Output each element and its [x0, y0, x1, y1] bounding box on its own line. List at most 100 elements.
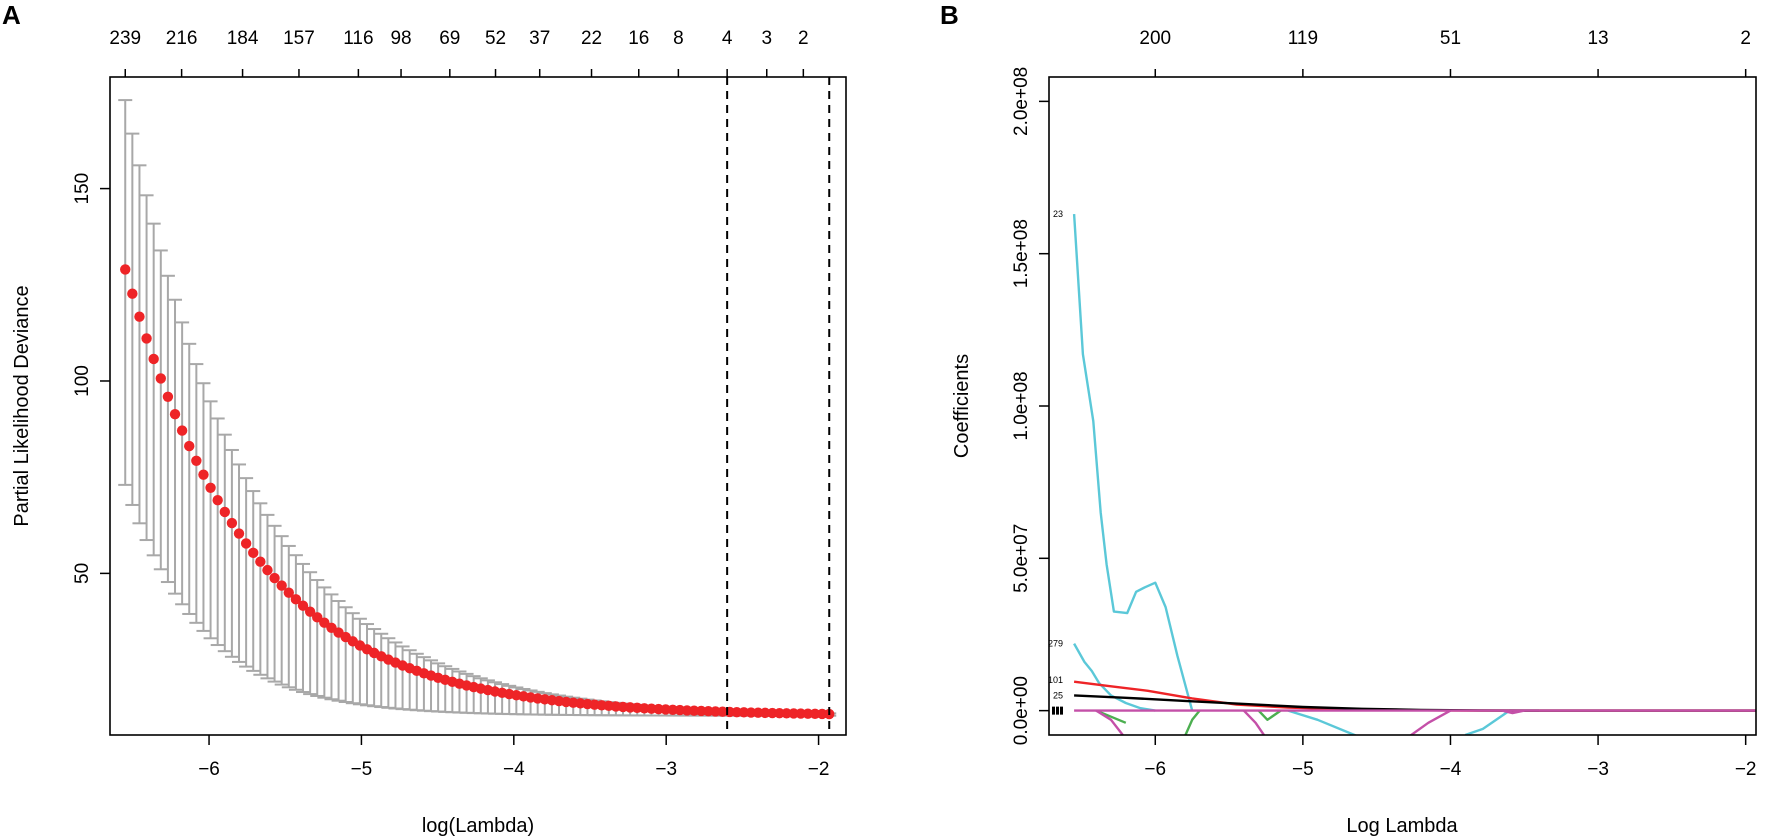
a-top-count-label: 37 — [529, 28, 550, 49]
a-deviance-point — [184, 440, 195, 452]
a-deviance-point — [226, 517, 238, 529]
a-deviance-point — [240, 538, 252, 549]
panel-a-letter: A — [2, 0, 21, 30]
a-deviance-point — [290, 594, 302, 605]
a-y-tick-label: 100 — [72, 365, 93, 397]
b-zero-line-marker — [1052, 706, 1055, 715]
b-top-axis: 200 119 51 13 2 — [1139, 28, 1751, 77]
b-coefficient-line-black — [1074, 694, 1756, 712]
a-lambda-vlines — [726, 77, 831, 735]
a-x-tick-label: −2 — [808, 759, 830, 780]
b-variable-labels: 23 279 101 25 — [1048, 209, 1063, 715]
a-top-count-label: 52 — [485, 28, 506, 49]
a-x-tick-label: −4 — [503, 759, 525, 780]
a-deviance-point — [269, 572, 280, 584]
a-x-axis: −6 −5 −4 −3 −2 — [198, 735, 829, 780]
b-coefficient-line-red — [1073, 680, 1756, 712]
b-coefficient-line-cyan-large — [1072, 214, 1194, 711]
panel-b-letter: B — [940, 0, 959, 30]
b-coefficient-line-green-2 — [1184, 709, 1201, 735]
a-deviance-points — [120, 264, 835, 720]
b-variable-label: 25 — [1053, 690, 1063, 700]
b-y-tick-label: 1.5e+08 — [1011, 219, 1032, 288]
b-x-axis-title: Log Lambda — [1346, 815, 1458, 837]
a-x-tick-label: −6 — [198, 759, 220, 780]
a-y-axis-title: Partial Likelihood Deviance — [11, 285, 33, 526]
a-top-count-label: 116 — [343, 28, 373, 49]
b-top-count-label: 2 — [1740, 28, 1751, 49]
a-top-count-label: 8 — [673, 28, 684, 49]
a-top-axis: 239 216 184 157 116 98 69 52 37 22 16 8 4 3 2 — [109, 28, 809, 77]
a-deviance-point — [276, 580, 287, 591]
b-coefficient-line-magenta-dip-3 — [1409, 709, 1452, 735]
a-y-tick-label: 50 — [72, 563, 93, 584]
a-deviance-point — [219, 506, 230, 518]
a-top-count-label: 3 — [761, 28, 772, 49]
b-coefficient-line-green-3 — [1257, 709, 1282, 721]
a-plot-frame — [109, 76, 847, 736]
b-variable-label: 279 — [1048, 639, 1063, 649]
b-y-tick-label: 1.0e+08 — [1011, 371, 1032, 440]
a-top-count-label: 239 — [109, 28, 141, 49]
b-variable-label: 101 — [1048, 675, 1063, 685]
a-deviance-point — [127, 288, 138, 299]
b-y-axis-title: Coefficients — [951, 354, 973, 458]
a-deviance-point — [248, 547, 259, 559]
a-deviance-point — [162, 391, 174, 402]
b-x-tick-label: −2 — [1735, 759, 1757, 780]
a-top-count-label: 69 — [439, 28, 460, 49]
a-top-count-label: 2 — [798, 28, 809, 49]
b-y-tick-label: 5.0e+07 — [1011, 524, 1032, 593]
b-coefficient-paths — [1072, 214, 1756, 735]
b-y-axis: 0.0e+00 5.0e+07 1.0e+08 1.5e+08 2.0e+08 — [1011, 67, 1049, 745]
b-top-count-label: 51 — [1440, 28, 1461, 49]
a-deviance-point — [255, 556, 266, 567]
a-x-tick-label: −3 — [655, 759, 677, 780]
a-y-axis: 50 100 150 — [72, 173, 110, 584]
b-zero-line-marker — [1060, 706, 1063, 715]
a-top-count-label: 98 — [390, 28, 411, 49]
a-top-count-label: 16 — [628, 28, 649, 49]
b-plot-frame — [1048, 76, 1757, 736]
b-x-tick-label: −3 — [1587, 759, 1609, 780]
b-variable-label: 23 — [1053, 209, 1063, 219]
b-x-tick-label: −5 — [1292, 759, 1314, 780]
a-deviance-point — [304, 606, 316, 617]
b-x-axis: −6 −5 −4 −3 −2 — [1144, 735, 1757, 780]
b-y-tick-label: 0.0e+00 — [1011, 676, 1032, 745]
a-y-tick-label: 150 — [72, 173, 93, 205]
a-deviance-point — [169, 408, 181, 420]
b-coefficient-line-magenta-dip-1 — [1095, 709, 1124, 735]
a-top-count-label: 4 — [722, 28, 733, 49]
a-deviance-point — [134, 311, 145, 322]
panel-b-coefficient-path-chart: 23 279 101 25 −6 −5 −4 −3 −2 0.0e+00 5.0e+07 1.0e… — [951, 28, 1757, 837]
a-deviance-point — [212, 495, 223, 506]
a-deviance-point — [148, 353, 159, 365]
a-deviance-point — [262, 564, 273, 576]
a-top-count-label: 216 — [166, 28, 198, 49]
a-error-bars — [118, 99, 837, 717]
a-deviance-point — [205, 482, 216, 494]
b-coefficient-line-magenta-dip-4 — [1501, 709, 1525, 715]
a-deviance-point — [120, 264, 131, 275]
b-coefficient-line-cyan-mid — [1073, 643, 1156, 712]
a-top-count-label: 157 — [283, 28, 315, 49]
a-deviance-point — [233, 528, 245, 539]
a-x-tick-label: −5 — [351, 759, 373, 780]
b-coefficient-line-cyan-negative — [1287, 709, 1358, 735]
a-deviance-point — [141, 333, 152, 344]
a-deviance-point — [155, 373, 166, 384]
a-deviance-point — [176, 425, 188, 436]
b-top-count-label: 13 — [1587, 28, 1608, 49]
a-top-count-label: 184 — [227, 28, 259, 49]
a-deviance-point — [283, 587, 294, 598]
a-deviance-point — [297, 600, 309, 611]
b-x-tick-label: −4 — [1440, 759, 1462, 780]
b-zero-line-marker — [1056, 706, 1059, 715]
b-top-count-label: 200 — [1139, 28, 1171, 49]
b-x-tick-label: −6 — [1144, 759, 1166, 780]
a-deviance-point — [198, 469, 209, 480]
a-x-axis-title: log(Lambda) — [422, 815, 534, 837]
